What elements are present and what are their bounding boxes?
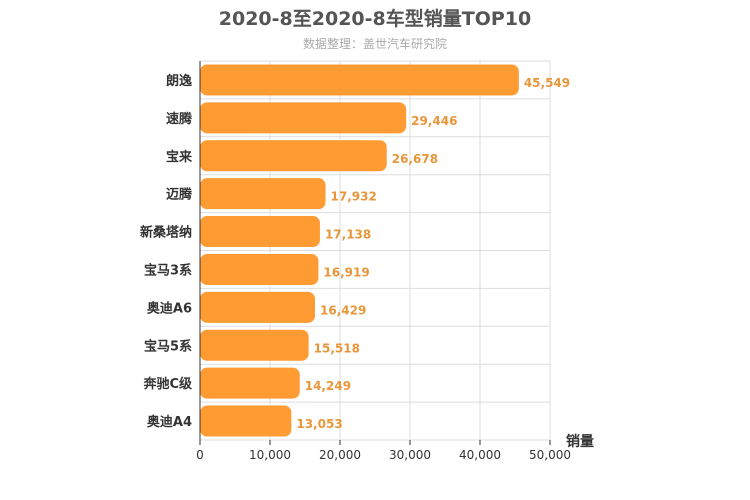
category-label: 新桑塔纳	[140, 225, 192, 241]
category-label: 朗逸	[166, 73, 192, 89]
chart-title: 2020-8至2020-8车型销量TOP10	[219, 7, 531, 30]
bar	[200, 102, 407, 134]
bars	[200, 64, 519, 437]
category-label: 奥迪A4	[147, 414, 192, 430]
data-label: 29,446	[411, 114, 457, 128]
bar	[200, 367, 300, 399]
data-label: 14,249	[305, 379, 351, 393]
data-label: 26,678	[392, 152, 438, 166]
data-label: 17,932	[331, 190, 377, 204]
x-tick-label: 30,000	[389, 448, 431, 462]
chart-subtitle: 数据整理：盖世汽车研究院	[303, 36, 447, 51]
x-tick-label: 20,000	[319, 448, 361, 462]
data-label: 45,549	[524, 76, 570, 90]
category-label: 迈腾	[166, 187, 193, 203]
x-tick-label: 0	[196, 448, 204, 462]
bar	[200, 216, 320, 248]
category-label: 宝来	[166, 149, 193, 165]
bar	[200, 405, 292, 437]
data-labels: 45,549 29,446 26,678 17,932 17,138 16,919 16,4…	[296, 76, 570, 431]
x-tick-label: 10,000	[249, 448, 291, 462]
x-tick-label: 50,000	[529, 448, 571, 462]
bar	[200, 140, 387, 172]
bar	[200, 291, 316, 323]
data-label: 15,518	[314, 341, 360, 355]
x-axis-ticks: 0 10,000 20,000 30,000 40,000 50,000	[196, 440, 571, 462]
bar	[200, 253, 319, 285]
category-label: 奔驰C级	[142, 376, 193, 392]
bar	[200, 178, 326, 210]
x-axis-title: 销量	[566, 433, 594, 450]
bar	[200, 64, 519, 96]
category-label: 奥迪A6	[147, 300, 192, 316]
category-label: 宝马5系	[144, 338, 192, 354]
data-label: 16,919	[323, 265, 369, 279]
category-label: 宝马3系	[144, 262, 192, 278]
data-label: 16,429	[320, 303, 366, 317]
x-tick-label: 40,000	[459, 448, 501, 462]
bar	[200, 329, 309, 361]
data-label: 17,138	[325, 228, 371, 242]
data-label: 13,053	[296, 417, 342, 431]
category-label: 速腾	[166, 111, 193, 127]
